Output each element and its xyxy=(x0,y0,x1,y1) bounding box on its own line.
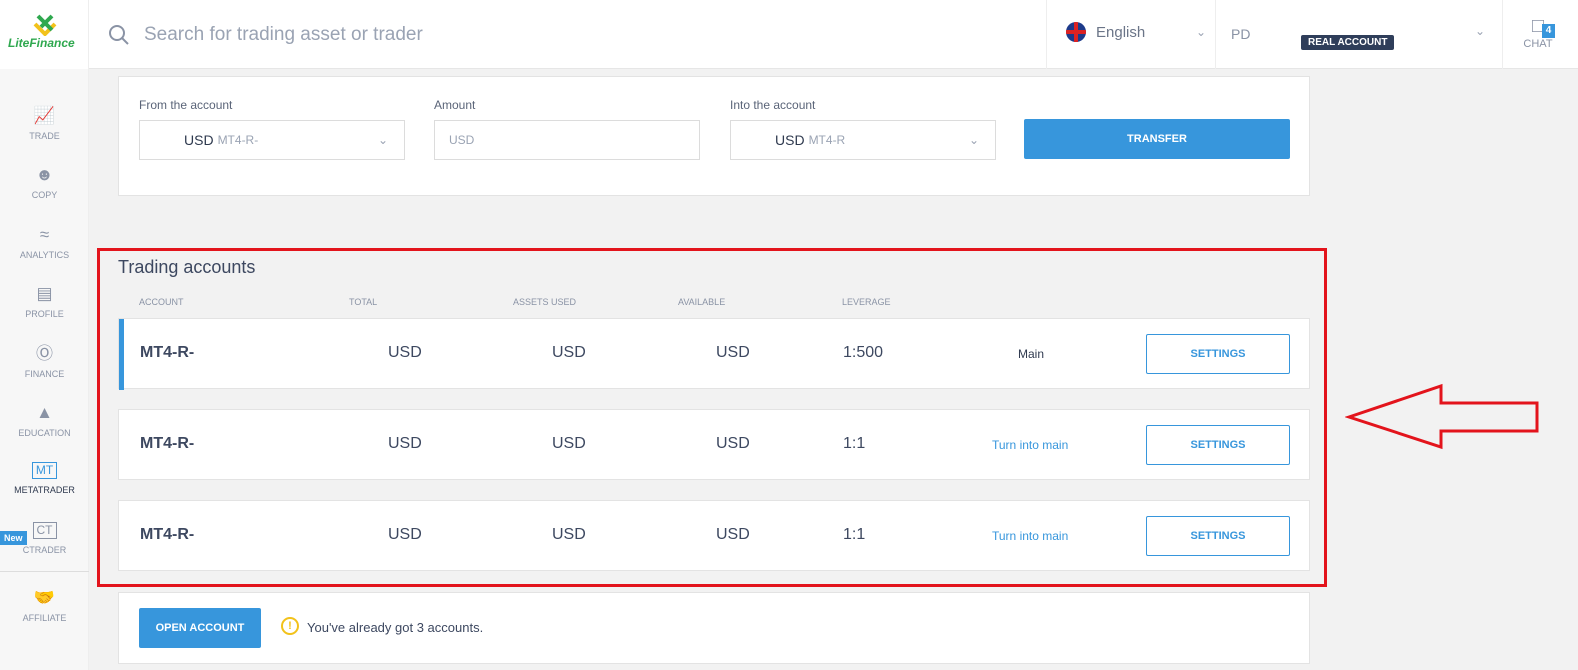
new-badge: New xyxy=(0,531,27,545)
mt-icon: MT xyxy=(31,462,58,479)
turn-into-main-link[interactable]: Turn into main xyxy=(992,529,1069,543)
label: ANALYTICS xyxy=(19,250,70,260)
chat-label: CHAT xyxy=(1523,38,1553,50)
open-account-panel: OPEN ACCOUNT ! You've already got 3 acco… xyxy=(118,592,1310,664)
ct-icon: CT xyxy=(32,522,57,539)
sidebar-item-finance[interactable]: Ⓞ FINANCE xyxy=(0,343,89,379)
account-row: MT4-R- USD USD USD 1:1 Turn into main SETTINGS xyxy=(118,500,1310,571)
amount-placeholder: USD xyxy=(449,133,475,147)
sidebar-item-education[interactable]: ▲ EDUCATION xyxy=(0,402,89,438)
assets-used: USD xyxy=(552,526,586,543)
sidebar-item-profile[interactable]: ▤ PROFILE xyxy=(0,283,89,319)
currency: USD xyxy=(184,132,214,148)
top-header xyxy=(0,0,1578,69)
user-menu-chevron-icon[interactable]: ⌄ xyxy=(1475,24,1486,38)
account-id: MT4-R- xyxy=(140,344,195,361)
dollar-icon: Ⓞ xyxy=(36,344,53,363)
chart-icon: 📈 xyxy=(33,106,56,125)
sidebar-item-ctrader[interactable]: CT CTRADER xyxy=(0,522,89,555)
account: MT4-R xyxy=(808,133,846,147)
account-id: MT4-R- xyxy=(140,526,195,543)
label: CTRADER xyxy=(22,545,67,555)
label: FINANCE xyxy=(24,369,65,379)
logo-text: LiteFinance xyxy=(8,36,75,50)
label: AFFILIATE xyxy=(22,613,67,623)
label: PROFILE xyxy=(25,309,64,319)
account-id: MT4-R- xyxy=(140,435,195,452)
leverage: 1:500 xyxy=(843,344,884,361)
col-account: ACCOUNT xyxy=(139,297,184,307)
amount-input[interactable]: USD xyxy=(434,120,700,160)
col-total: TOTAL xyxy=(349,297,378,307)
graduation-cap-icon: ▲ xyxy=(36,403,53,422)
active-indicator xyxy=(119,319,124,390)
main-label: Main xyxy=(1018,347,1045,361)
sidebar-item-metatrader[interactable]: MT METATRADER xyxy=(0,462,89,495)
leverage: 1:1 xyxy=(843,526,866,543)
account-limit-notice: You've already got 3 accounts. xyxy=(307,620,484,635)
label: TRADE xyxy=(29,131,60,141)
total: USD xyxy=(388,435,422,452)
user-name[interactable]: PD xyxy=(1231,26,1251,42)
label: METATRADER xyxy=(14,485,75,495)
account-row: MT4-R- USD USD USD 1:500 Main SETTINGS xyxy=(118,318,1310,390)
col-leverage: LEVERAGE xyxy=(842,297,891,307)
available: USD xyxy=(716,526,750,543)
amount-label: Amount xyxy=(434,98,476,112)
search-input[interactable]: Search for trading asset or trader xyxy=(144,24,423,45)
settings-button[interactable]: SETTINGS xyxy=(1146,516,1290,556)
logo-mark-icon xyxy=(33,14,57,36)
handshake-icon: 🤝 xyxy=(33,588,56,607)
assets-used: USD xyxy=(552,344,586,361)
trading-accounts-title: Trading accounts xyxy=(118,257,256,277)
chat-count-badge: 4 xyxy=(1542,24,1555,38)
analytics-icon: ≈ xyxy=(39,225,50,244)
label: EDUCATION xyxy=(18,428,71,438)
chat-button[interactable]: □ 4 CHAT xyxy=(1514,14,1562,50)
from-account-label: From the account xyxy=(139,98,233,112)
red-arrow-icon xyxy=(1345,383,1539,450)
logo[interactable]: LiteFinance xyxy=(0,0,89,69)
sidebar-item-analytics[interactable]: ≈ ANALYTICS xyxy=(0,224,89,260)
into-account-label: Into the account xyxy=(730,98,816,112)
open-account-button[interactable]: OPEN ACCOUNT xyxy=(139,608,261,648)
total: USD xyxy=(388,344,422,361)
settings-button[interactable]: SETTINGS xyxy=(1146,425,1290,465)
chevron-down-icon: ⌄ xyxy=(1195,25,1206,39)
language-selector[interactable]: English ⌄ xyxy=(1066,22,1206,42)
language-label: English xyxy=(1096,23,1146,41)
into-account-select[interactable]: USD MT4-R ⌄ xyxy=(730,120,996,160)
sidebar: 📈 TRADE ☻ COPY ≈ ANALYTICS ▤ PROFILE Ⓞ FINANC… xyxy=(0,69,89,670)
total: USD xyxy=(388,526,422,543)
account: MT4-R- xyxy=(217,133,259,147)
available: USD xyxy=(716,344,750,361)
sidebar-item-copy[interactable]: ☻ COPY xyxy=(0,164,89,200)
col-assets-used: ASSETS USED xyxy=(513,297,577,307)
search-bar[interactable]: Search for trading asset or trader xyxy=(108,20,1008,50)
label: COPY xyxy=(31,190,58,200)
account-row: MT4-R- USD USD USD 1:1 Turn into main SETTINGS xyxy=(118,409,1310,480)
uk-flag-icon xyxy=(1066,22,1086,42)
sidebar-item-trade[interactable]: 📈 TRADE xyxy=(0,105,89,141)
chevron-down-icon: ⌄ xyxy=(968,133,979,147)
turn-into-main-link[interactable]: Turn into main xyxy=(992,438,1069,452)
chat-icon: □ xyxy=(1531,15,1545,37)
settings-button[interactable]: SETTINGS xyxy=(1146,334,1290,374)
transfer-button[interactable]: TRANSFER xyxy=(1024,119,1290,159)
currency: USD xyxy=(775,132,805,148)
transfer-panel: From the account USD MT4-R- ⌄ Amount USD I… xyxy=(118,76,1310,196)
person-icon: ☻ xyxy=(35,165,54,184)
col-available: AVAILABLE xyxy=(678,297,726,307)
from-account-select[interactable]: USD MT4-R- ⌄ xyxy=(139,120,405,160)
leverage: 1:1 xyxy=(843,435,866,452)
sidebar-item-affiliate[interactable]: 🤝 AFFILIATE xyxy=(0,587,89,623)
account-type-badge: REAL ACCOUNT xyxy=(1301,35,1395,50)
highlight-box xyxy=(97,248,1327,587)
assets-used: USD xyxy=(552,435,586,452)
chevron-down-icon: ⌄ xyxy=(377,133,388,147)
search-icon xyxy=(109,25,129,45)
available: USD xyxy=(716,435,750,452)
id-card-icon: ▤ xyxy=(36,284,53,303)
warning-icon: ! xyxy=(281,617,299,635)
